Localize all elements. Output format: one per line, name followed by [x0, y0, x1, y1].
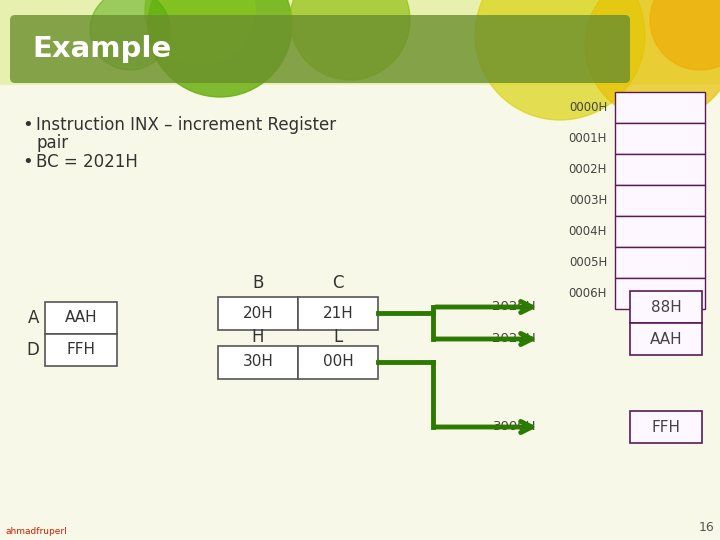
Circle shape [475, 0, 645, 120]
Text: D: D [26, 341, 39, 359]
Bar [615, 92, 705, 123]
Text: pair: pair [36, 134, 68, 152]
Bar [0, 0, 720, 90]
Circle shape [145, 0, 255, 65]
Text: H: H [252, 328, 264, 347]
Bar [0, 85, 720, 540]
Text: 0003H: 0003H [569, 194, 607, 207]
Text: Instruction INX – increment Register: Instruction INX – increment Register [36, 116, 336, 134]
Bar [630, 323, 702, 355]
Bar [630, 291, 702, 323]
Text: ahmadfruperl: ahmadfruperl [6, 527, 68, 536]
Bar [630, 411, 702, 443]
Bar [45, 302, 117, 334]
Text: C: C [332, 273, 343, 292]
Text: 0001H: 0001H [569, 132, 607, 145]
Bar [615, 216, 705, 247]
Text: FFH: FFH [652, 420, 680, 435]
Text: 0000H: 0000H [569, 101, 607, 114]
Text: •: • [22, 116, 32, 134]
Text: A: A [27, 309, 39, 327]
Bar [298, 346, 378, 379]
Circle shape [585, 0, 720, 120]
Text: L: L [333, 328, 343, 347]
FancyBboxPatch shape [10, 15, 630, 83]
Text: 88H: 88H [651, 300, 681, 314]
Text: B: B [252, 273, 264, 292]
Bar [298, 296, 378, 329]
Text: 2020H: 2020H [492, 300, 536, 314]
Text: 20H: 20H [243, 306, 274, 321]
Circle shape [90, 0, 170, 70]
Text: FFH: FFH [66, 342, 96, 357]
Text: AAH: AAH [65, 310, 97, 326]
Text: 16: 16 [698, 521, 714, 534]
Text: 3000H: 3000H [492, 421, 536, 434]
Text: AAH: AAH [649, 332, 683, 347]
Text: •: • [22, 153, 32, 171]
Text: 30H: 30H [243, 354, 274, 369]
Bar [615, 247, 705, 278]
Text: 0002H: 0002H [569, 163, 607, 176]
Circle shape [148, 0, 292, 97]
Circle shape [650, 0, 720, 70]
Text: 0006H: 0006H [569, 287, 607, 300]
Bar [615, 123, 705, 154]
Text: Example: Example [32, 35, 171, 63]
Text: 21H: 21H [323, 306, 354, 321]
Text: 2021H: 2021H [492, 333, 536, 346]
Circle shape [290, 0, 410, 80]
Text: BC = 2021H: BC = 2021H [36, 153, 138, 171]
Text: 0004H: 0004H [569, 225, 607, 238]
Bar [615, 185, 705, 216]
Bar [218, 346, 298, 379]
Text: 0005H: 0005H [569, 256, 607, 269]
Text: 00H: 00H [323, 354, 354, 369]
Bar [615, 154, 705, 185]
Bar [218, 296, 298, 329]
Bar [45, 334, 117, 366]
Bar [615, 278, 705, 309]
